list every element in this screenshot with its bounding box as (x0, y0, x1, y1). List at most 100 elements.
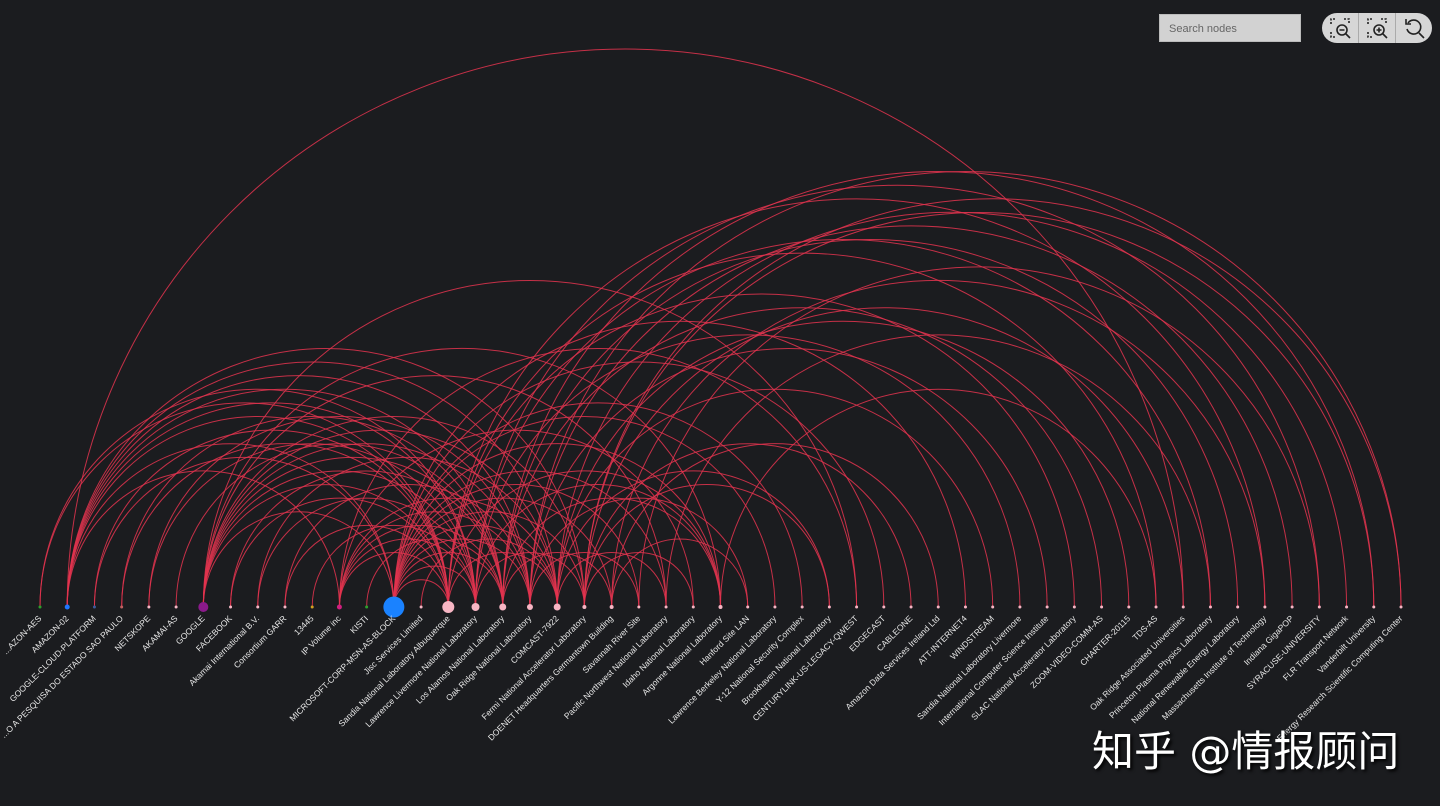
link-arc (39, 388, 477, 608)
node (664, 605, 668, 609)
zoom-out-icon (1330, 18, 1351, 39)
node-label: DOENET Headquarters Germantown Building (486, 613, 615, 742)
node-label: KISTI (348, 613, 370, 635)
link-arc (583, 443, 912, 608)
link-arc (502, 552, 613, 608)
link-arc (720, 388, 1157, 608)
link-arc (611, 279, 1266, 608)
link-arc (66, 388, 504, 608)
link-arc (447, 293, 1075, 608)
node (471, 603, 480, 611)
link-arc (502, 171, 1375, 608)
node (174, 605, 178, 609)
link-arc (447, 198, 1266, 608)
link-arc (148, 416, 531, 608)
node (229, 605, 233, 609)
link-arc (230, 470, 504, 608)
link-arc (202, 375, 667, 608)
link-arc (529, 552, 640, 608)
node (582, 605, 587, 609)
link-arc (338, 538, 477, 608)
node (147, 605, 151, 609)
links (39, 48, 1402, 608)
node (336, 604, 342, 610)
link-arc (556, 211, 1348, 608)
link-arc (556, 320, 1130, 608)
reset-icon (1405, 19, 1425, 39)
node (526, 604, 533, 610)
link-arc (529, 171, 1402, 608)
link-arc (583, 198, 1402, 608)
node (827, 605, 831, 609)
node (855, 605, 859, 609)
zoom-out-button[interactable] (1322, 13, 1359, 43)
node (38, 605, 42, 609)
link-arc (475, 334, 1021, 608)
link-arc (338, 511, 531, 608)
node (909, 605, 913, 609)
node (1208, 605, 1212, 609)
link-arc (529, 225, 1293, 608)
link-arc (611, 538, 749, 608)
node (1045, 605, 1049, 609)
watermark: 知乎 @情报顾问 (1092, 727, 1400, 776)
node (1018, 605, 1022, 609)
node (773, 605, 777, 609)
node (691, 605, 695, 609)
node (746, 605, 750, 609)
node (882, 605, 886, 609)
node (64, 604, 70, 610)
node (609, 605, 614, 609)
link-arc (393, 538, 531, 608)
link-arc (311, 524, 477, 608)
link-arc (556, 552, 667, 608)
zoom-in-icon (1367, 18, 1388, 39)
node-label: 13445 (292, 613, 316, 637)
node (1154, 605, 1158, 609)
node (800, 605, 804, 609)
link-arc (583, 484, 830, 608)
link-arc (475, 552, 585, 608)
node (1399, 605, 1403, 609)
link-arc (66, 347, 585, 608)
link-arc (175, 443, 504, 608)
node (1181, 605, 1185, 609)
link-arc (66, 375, 531, 608)
link-arc (502, 307, 1103, 608)
link-arc (393, 361, 885, 608)
link-arc (284, 484, 531, 608)
link-arc (366, 538, 504, 608)
link-arc (202, 279, 858, 608)
link-arc (257, 456, 558, 608)
node (1317, 605, 1321, 609)
link-arc (202, 456, 504, 608)
link-arc (611, 443, 939, 608)
link-arc (447, 252, 1157, 608)
link-arc (202, 416, 585, 608)
node (553, 603, 561, 611)
search-input[interactable]: Search nodes (1159, 14, 1301, 42)
node (1127, 605, 1131, 609)
link-arc (66, 443, 395, 608)
link-arc (202, 511, 395, 608)
link-arc (475, 484, 721, 608)
node (1290, 605, 1294, 609)
node (637, 605, 641, 609)
link-arc (393, 484, 640, 608)
link-arc (66, 402, 477, 608)
link-arc (475, 184, 1320, 608)
zoom-in-button[interactable] (1359, 13, 1396, 43)
link-arc (583, 307, 1184, 608)
link-arc (638, 266, 1320, 608)
link-arc (338, 429, 694, 608)
link-arc (420, 538, 558, 608)
reset-button[interactable] (1396, 13, 1432, 43)
link-arc (66, 470, 340, 608)
node (198, 602, 209, 612)
node (120, 605, 124, 609)
link-arc (121, 443, 449, 608)
toolbar (1322, 13, 1432, 43)
node (256, 605, 260, 609)
